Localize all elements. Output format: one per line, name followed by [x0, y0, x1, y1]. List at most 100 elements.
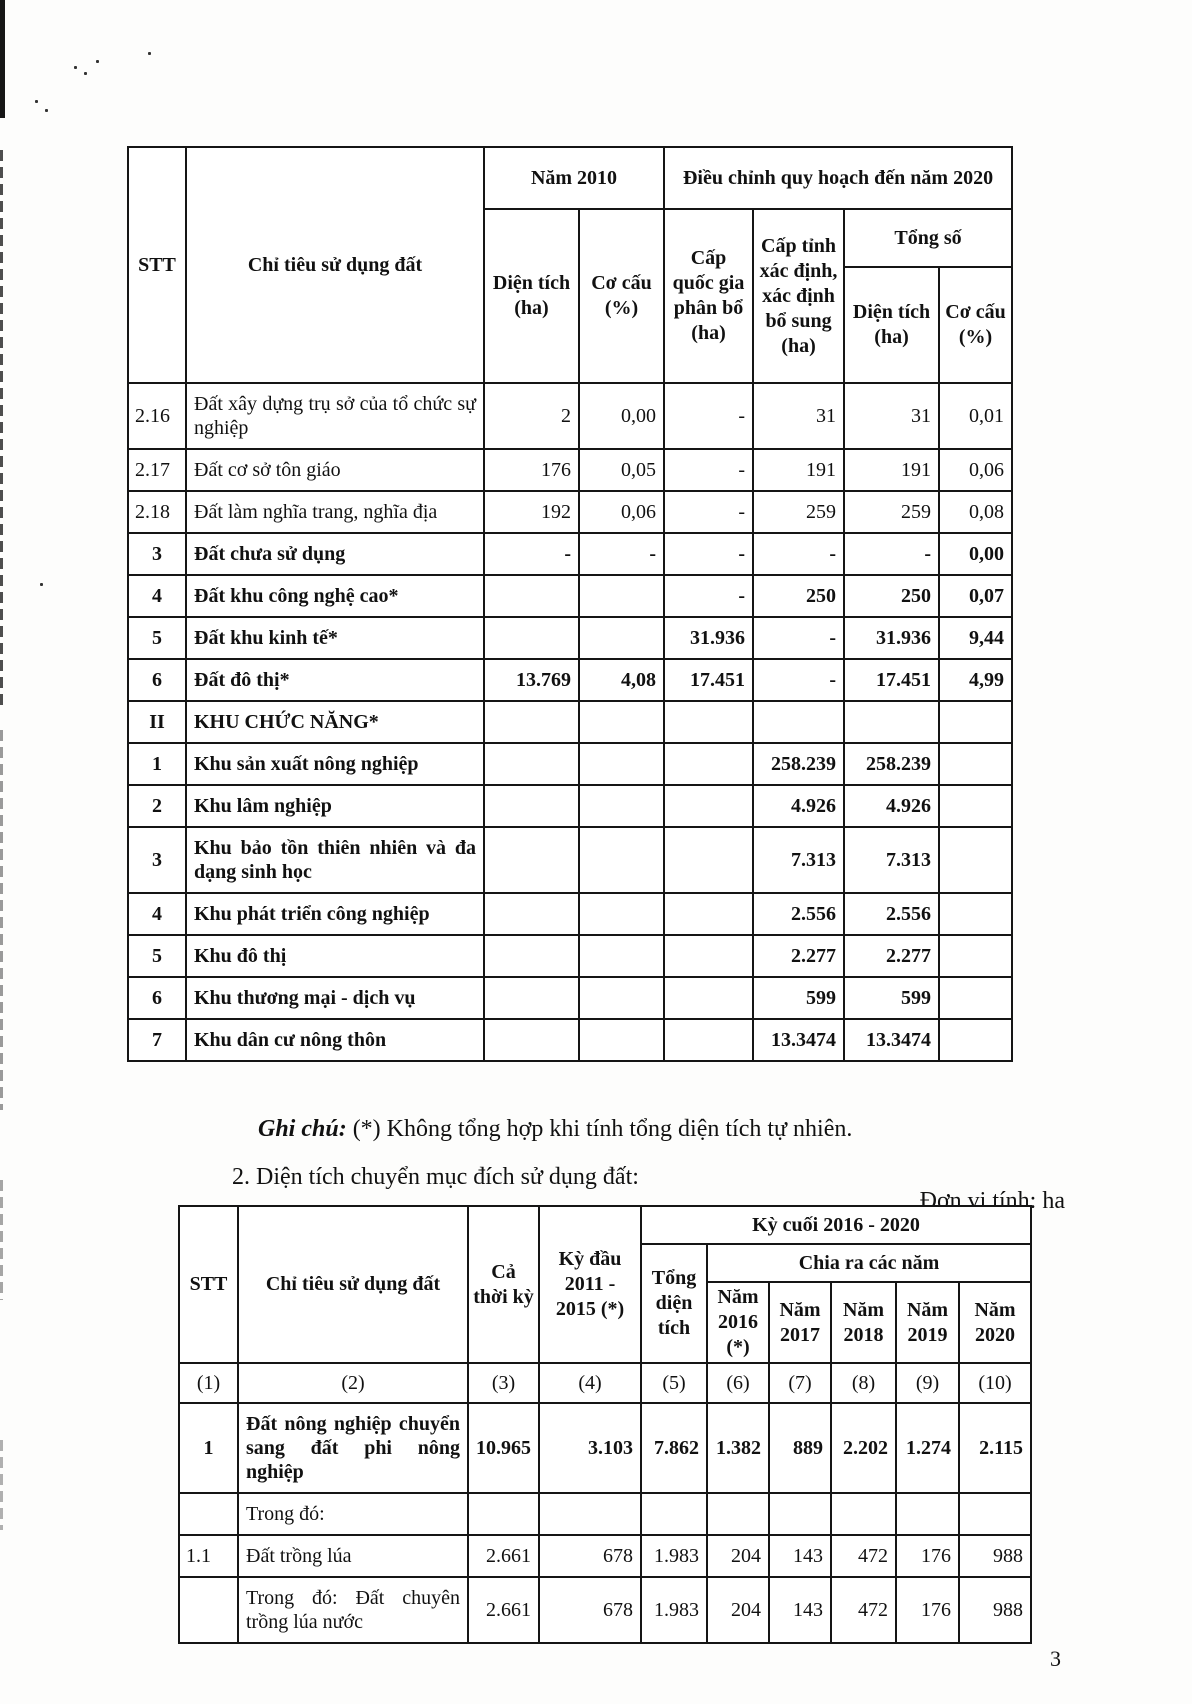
row-value: 2.556 — [843, 892, 941, 936]
land-conversion-table: STT Chỉ tiêu sử dụng đất Cả thời kỳ Kỳ đ… — [178, 1205, 1032, 1644]
row-value: - — [752, 658, 846, 702]
row-value — [663, 934, 755, 978]
footnote-label: Ghi chú: — [258, 1116, 347, 1142]
col-number: (7) — [768, 1362, 832, 1404]
row-label: Trong đó: — [237, 1492, 469, 1536]
table-row: 2 Khu lâm nghiệp 4.926 4.926 — [127, 784, 1014, 828]
row-label: Khu phát triển công nghiệp — [185, 892, 485, 936]
row-value: 4.926 — [843, 784, 941, 828]
table-row: 5 Khu đô thị 2.277 2.277 — [127, 934, 1014, 978]
row-stt: II — [127, 700, 187, 744]
row-value: 191 — [752, 448, 846, 492]
row-value — [663, 826, 755, 894]
row-value: 176 — [895, 1576, 960, 1644]
table-row: 1 Đất nông nghiệp chuyển sang đất phi nôn… — [178, 1402, 1032, 1494]
header-year-2020: Năm 2020 — [958, 1281, 1032, 1364]
row-label: Đất trồng lúa — [237, 1534, 469, 1578]
scan-speck — [35, 100, 38, 103]
header-national-allocation: Cấp quốc gia phân bổ (ha) — [663, 208, 755, 384]
row-stt: 2.17 — [127, 448, 187, 492]
row-label: Khu lâm nghiệp — [185, 784, 485, 828]
header-year-2016: Năm 2016 (*) — [706, 1281, 770, 1364]
row-stt: 6 — [127, 976, 187, 1020]
row-value — [483, 976, 580, 1020]
row-value: 0,00 — [938, 532, 1014, 576]
row-stt: 5 — [127, 616, 187, 660]
row-value: 7.313 — [843, 826, 941, 894]
row-value: 988 — [958, 1534, 1032, 1578]
row-value: 31 — [752, 382, 846, 450]
row-value: 17.451 — [843, 658, 941, 702]
row-value: 13.3474 — [752, 1018, 846, 1062]
row-value: 2.277 — [843, 934, 941, 978]
row-stt: 7 — [127, 1018, 187, 1062]
row-value: 0,08 — [938, 490, 1014, 534]
table-row: 7 Khu dân cư nông thôn 13.3474 13.3474 — [127, 1018, 1014, 1062]
header-year-2017: Năm 2017 — [768, 1281, 832, 1364]
row-value — [938, 976, 1014, 1020]
row-value: - — [663, 490, 755, 534]
table-row: 4 Đất khu công nghệ cao* -250 250 0,07 — [127, 574, 1014, 618]
col-number: (3) — [467, 1362, 540, 1404]
scan-speck — [96, 60, 99, 63]
row-value: 0,01 — [938, 382, 1014, 450]
row-value: 599 — [752, 976, 846, 1020]
row-value: 10.965 — [467, 1402, 540, 1494]
col-number: (6) — [706, 1362, 770, 1404]
row-value: 599 — [843, 976, 941, 1020]
col-number: (4) — [538, 1362, 642, 1404]
header-by-years: Chia ra các năm — [706, 1243, 1032, 1283]
table-header-row: STT Chỉ tiêu sử dụng đất Cả thời kỳ Kỳ đ… — [178, 1205, 1032, 1364]
table-row: 2.18 Đất làm nghĩa trang, nghĩa địa 192 0,0… — [127, 490, 1014, 534]
row-stt: 1 — [127, 742, 187, 786]
row-value: 250 — [752, 574, 846, 618]
row-value: 4,08 — [577, 658, 666, 702]
table-row: 5 Đất khu kinh tế* 31.936-31.936 9,44 — [127, 616, 1014, 660]
row-value: 176 — [483, 448, 580, 492]
row-value: 3.103 — [538, 1402, 642, 1494]
row-stt: 1 — [178, 1402, 239, 1494]
row-value — [640, 1492, 708, 1536]
row-value — [483, 574, 580, 618]
footnote-text: (*) Không tổng hợp khi tính tổng diện tí… — [346, 1116, 853, 1142]
table-row: 2.17 Đất cơ sở tôn giáo 176 0,05-191 191 0,06 — [127, 448, 1014, 492]
row-value — [938, 892, 1014, 936]
row-value — [577, 934, 666, 978]
table-row: 2.16 Đất xây dựng trụ sở của tổ chức sự n… — [127, 382, 1014, 450]
row-value: 191 — [843, 448, 941, 492]
row-value: 472 — [830, 1534, 897, 1578]
row-value: - — [663, 532, 755, 576]
column-number-row: (1) (2) (3) (4) (5) (6) (7) (8) (9) (10) — [178, 1362, 1032, 1404]
row-value: 0,06 — [938, 448, 1014, 492]
row-value: 2 — [483, 382, 580, 450]
row-value: 2.661 — [467, 1576, 540, 1644]
row-value: 7.862 — [640, 1402, 708, 1494]
row-value: 31.936 — [663, 616, 755, 660]
header-structure-2010: Cơ cấu (%) — [577, 208, 666, 384]
row-value: 13.3474 — [843, 1018, 941, 1062]
row-value: 13.769 — [483, 658, 580, 702]
row-value: 2.556 — [752, 892, 846, 936]
scan-artifact-edge — [0, 150, 3, 710]
scan-artifact-edge — [0, 1440, 3, 1530]
row-stt: 2 — [127, 784, 187, 828]
table-row: 1.1 Đất trồng lúa 2.661 678 1.983 204 143 472 17… — [178, 1534, 1032, 1578]
land-use-table-body: 2.16 Đất xây dựng trụ sở của tổ chức sự n… — [127, 382, 1014, 1062]
col-number: (9) — [895, 1362, 960, 1404]
row-value — [706, 1492, 770, 1536]
row-label: Khu đô thị — [185, 934, 485, 978]
row-label: Khu bảo tồn thiên nhiên và đa dạng sinh … — [185, 826, 485, 894]
row-value — [538, 1492, 642, 1536]
row-value: 889 — [768, 1402, 832, 1494]
row-value — [663, 700, 755, 744]
row-stt: 4 — [127, 892, 187, 936]
row-value — [483, 742, 580, 786]
row-value: 472 — [830, 1576, 897, 1644]
header-final-period: Kỳ cuối 2016 - 2020 — [640, 1205, 1032, 1245]
land-conversion-table-body: 1 Đất nông nghiệp chuyển sang đất phi nôn… — [178, 1402, 1032, 1644]
row-label: Đất khu kinh tế* — [185, 616, 485, 660]
row-label: KHU CHỨC NĂNG* — [185, 700, 485, 744]
row-value: 988 — [958, 1576, 1032, 1644]
row-value: 678 — [538, 1534, 642, 1578]
scan-artifact-edge — [0, 0, 5, 118]
